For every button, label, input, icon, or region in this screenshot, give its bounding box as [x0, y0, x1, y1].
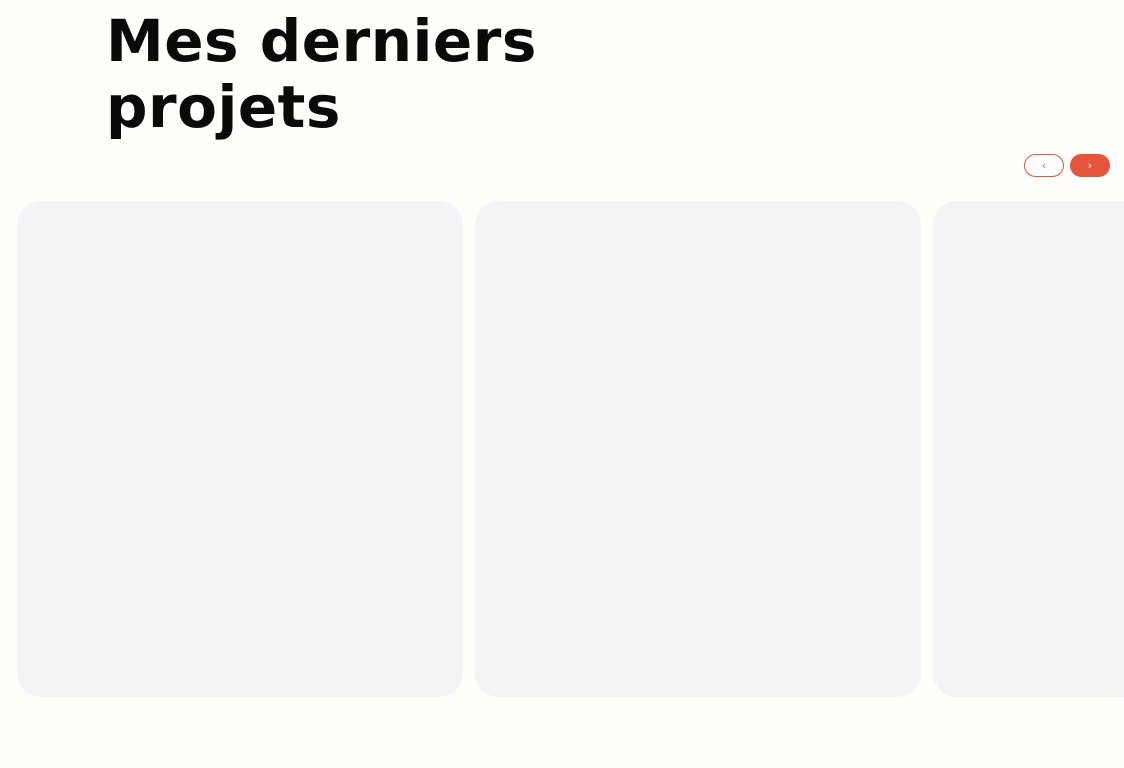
section-title: Mes derniers projets — [106, 8, 586, 140]
projects-carousel[interactable] — [17, 201, 1124, 697]
carousel-prev-button[interactable]: ‹ — [1024, 154, 1064, 177]
project-card[interactable] — [17, 201, 463, 697]
carousel-controls: ‹ › — [1024, 154, 1110, 177]
project-card[interactable] — [475, 201, 921, 697]
project-card[interactable] — [933, 201, 1124, 697]
chevron-right-icon: › — [1087, 159, 1093, 172]
section-title-line-1: Mes derniers — [106, 7, 537, 75]
chevron-left-icon: ‹ — [1041, 159, 1047, 172]
section-title-line-2: projets — [106, 73, 341, 141]
carousel-next-button[interactable]: › — [1070, 154, 1110, 177]
